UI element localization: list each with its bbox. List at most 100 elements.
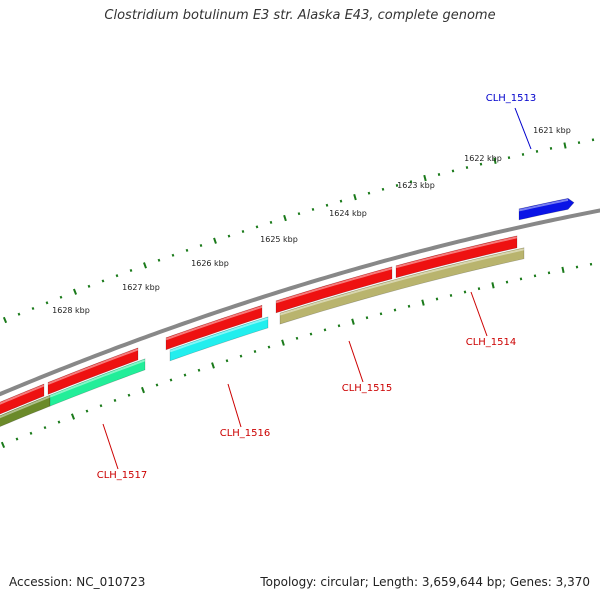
inner-ruler-minor-tick xyxy=(519,277,523,281)
gene-bar-clh-1517-highlight xyxy=(49,359,146,398)
inner-ruler-major-tick xyxy=(421,299,425,306)
outer-ruler-major-tick xyxy=(213,237,217,244)
inner-ruler-minor-tick xyxy=(323,328,327,332)
outer-ruler-minor-tick xyxy=(269,220,273,224)
outer-ruler-minor-tick xyxy=(367,191,371,195)
gene-label: CLH_1513 xyxy=(486,93,537,104)
inner-ruler-minor-tick xyxy=(267,345,271,349)
cds-feature-3 xyxy=(165,304,263,351)
map-title: Clostridium botulinum E3 str. Alaska E43… xyxy=(104,8,496,23)
outer-ruler-minor-tick xyxy=(115,274,119,278)
inner-ruler-minor-tick xyxy=(379,312,383,316)
outer-ruler-minor-tick xyxy=(157,258,161,262)
kbp-label: 1627 kbp xyxy=(122,283,160,292)
outer-ruler-major-tick xyxy=(72,288,78,295)
inner-ruler-major-tick xyxy=(141,386,145,394)
inner-ruler-minor-tick xyxy=(253,350,257,354)
inner-ruler-minor-tick xyxy=(575,265,579,269)
inner-ruler-minor-tick xyxy=(463,290,467,294)
outer-ruler-minor-tick xyxy=(171,253,175,257)
outer-ruler-minor-tick xyxy=(31,306,35,311)
gene-bar-clh-1516 xyxy=(169,316,269,362)
outer-ruler-minor-tick xyxy=(59,295,63,299)
inner-ruler-minor-tick xyxy=(183,373,187,377)
gene-bar-clh-1513-highlight xyxy=(518,198,569,212)
gene-leader-line xyxy=(102,423,119,470)
gene-label: CLH_1514 xyxy=(466,337,517,348)
inner-ruler-major-tick xyxy=(211,362,215,369)
inner-ruler-minor-tick xyxy=(365,316,369,320)
gene-label: CLH_1517 xyxy=(97,470,148,481)
cds-feature-4 xyxy=(275,266,393,314)
inner-ruler-major-tick xyxy=(281,339,285,346)
inner-ruler-minor-tick xyxy=(57,420,61,424)
inner-ruler-major-tick xyxy=(70,413,76,420)
kbp-label: 1623 kbp xyxy=(397,181,435,190)
cds-feature-5-highlight xyxy=(395,236,518,269)
inner-ruler-major-tick xyxy=(0,441,6,448)
inner-ruler-minor-tick xyxy=(533,274,537,278)
inner-ruler-minor-tick xyxy=(113,398,117,402)
outer-ruler-minor-tick xyxy=(465,166,469,169)
cds-feature-1 xyxy=(0,383,45,415)
gene-leader-line xyxy=(227,383,242,428)
outer-ruler-minor-tick xyxy=(409,180,413,184)
gene-label: CLH_1515 xyxy=(342,383,393,394)
inner-ruler-minor-tick xyxy=(477,287,481,291)
inner-ruler-minor-tick xyxy=(449,294,453,297)
gene-bar-unlabeled-highlight xyxy=(0,395,51,419)
outer-ruler-minor-tick xyxy=(577,141,581,145)
cds-feature-1-highlight xyxy=(0,384,45,405)
outer-ruler-major-tick xyxy=(493,157,497,165)
kbp-label: 1628 kbp xyxy=(52,306,90,315)
inner-ruler-minor-tick xyxy=(547,271,551,275)
kbp-label: 1621 kbp xyxy=(533,126,571,135)
inner-ruler-minor-tick xyxy=(407,304,411,308)
cds-feature-2-highlight xyxy=(47,348,139,385)
inner-ruler-minor-tick xyxy=(435,297,439,301)
outer-ruler-minor-tick xyxy=(241,229,245,233)
inner-ruler-minor-tick xyxy=(225,359,229,363)
outer-ruler-minor-tick xyxy=(521,153,525,156)
outer-ruler-major-tick xyxy=(423,174,427,182)
kbp-label: 1622 kbp xyxy=(464,154,502,163)
cds-feature-5 xyxy=(395,235,518,279)
inner-ruler-minor-tick xyxy=(15,437,19,441)
outer-ruler-minor-tick xyxy=(185,248,189,252)
cds-feature-2 xyxy=(47,347,139,395)
inner-ruler-minor-tick xyxy=(99,404,103,408)
outer-ruler-minor-tick xyxy=(451,169,455,173)
outer-ruler-major-tick xyxy=(2,316,8,324)
outer-ruler-minor-tick xyxy=(325,203,329,207)
inner-ruler-minor-tick xyxy=(85,409,89,413)
gene-bar-clh-1517 xyxy=(49,358,146,407)
outer-ruler-minor-tick xyxy=(101,279,105,283)
outer-ruler-minor-tick xyxy=(17,312,21,316)
inner-ruler-major-tick xyxy=(491,282,495,289)
outer-ruler-minor-tick xyxy=(381,187,385,191)
gene-bar-clh-1516-highlight xyxy=(169,317,269,353)
outer-ruler-minor-tick xyxy=(339,199,343,203)
gene-bar-clh-1513 xyxy=(518,198,575,221)
inner-ruler-minor-tick xyxy=(197,368,201,372)
gene-leader-line xyxy=(514,107,532,150)
gene-leader-line xyxy=(348,340,364,383)
outer-ruler-minor-tick xyxy=(395,184,399,187)
cds-feature-3-highlight xyxy=(165,305,263,341)
outer-ruler-minor-tick xyxy=(255,225,259,229)
kbp-label: 1624 kbp xyxy=(329,209,367,218)
accession-label: Accession: NC_010723 xyxy=(9,575,146,589)
kbp-label: 1626 kbp xyxy=(191,259,229,268)
outer-ruler-minor-tick xyxy=(199,244,203,248)
kbp-label: 1625 kbp xyxy=(260,235,298,244)
outer-ruler-minor-tick xyxy=(549,146,553,150)
inner-ruler-minor-tick xyxy=(309,332,313,336)
outer-ruler-minor-tick xyxy=(227,234,231,238)
outer-ruler-minor-tick xyxy=(507,156,511,160)
outer-ruler-major-tick xyxy=(143,262,147,269)
outer-ruler-minor-tick xyxy=(479,162,483,166)
gene-bar-clh-1514-1515 xyxy=(279,247,525,325)
inner-ruler-minor-tick xyxy=(505,280,509,284)
cds-feature-4-highlight xyxy=(275,267,393,304)
